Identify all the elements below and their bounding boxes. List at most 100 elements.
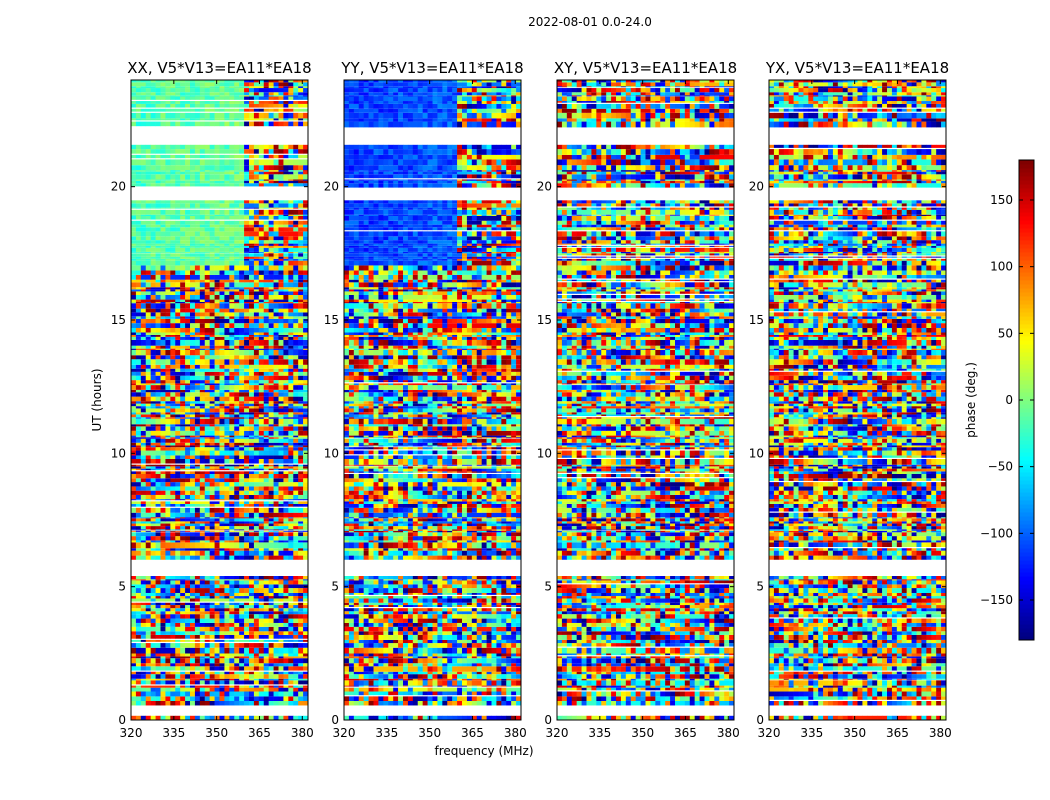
colorbar-segment [1019, 176, 1034, 181]
x-tick-label: 335 [800, 726, 823, 740]
figure-title: 2022-08-01 0.0-24.0 [528, 15, 652, 29]
colorbar-segment [1019, 352, 1034, 357]
x-tick-label: 350 [418, 726, 441, 740]
colorbar-segment [1019, 312, 1034, 317]
colorbar-segment [1019, 572, 1034, 577]
y-tick-label: 20 [537, 180, 552, 194]
colorbar-segment [1019, 368, 1034, 373]
colorbar-segment [1019, 168, 1034, 173]
colorbar-segment [1019, 436, 1034, 441]
colorbar-segment [1019, 528, 1034, 533]
colorbar-segment [1019, 320, 1034, 325]
panel-frame [556, 79, 735, 721]
colorbar-segment [1019, 272, 1034, 277]
colorbar-segment [1019, 536, 1034, 541]
colorbar-segment [1019, 548, 1034, 553]
colorbar-segment [1019, 332, 1034, 337]
colorbar-segment [1019, 456, 1034, 461]
colorbar-segment [1019, 624, 1034, 629]
colorbar-segment [1019, 440, 1034, 445]
x-tick-label: 365 [248, 726, 271, 740]
panel-frame [343, 79, 522, 721]
colorbar-tick-label: 150 [990, 193, 1013, 207]
colorbar-segment [1019, 296, 1034, 301]
y-tick-label: 0 [118, 713, 126, 727]
colorbar-segment [1019, 328, 1034, 333]
colorbar-segment [1019, 172, 1034, 177]
x-tick-label: 365 [461, 726, 484, 740]
y-tick-label: 15 [111, 313, 126, 327]
colorbar: 150 100 50 0 −50 −100 −150 [980, 159, 1035, 641]
y-tick-label: 5 [331, 580, 339, 594]
x-tick-label: 380 [717, 726, 740, 740]
panel-title: YY, V5*V13=EA11*EA18 [340, 59, 523, 77]
colorbar-segment [1019, 304, 1034, 309]
colorbar-segment [1019, 460, 1034, 465]
y-tick-label: 5 [756, 580, 764, 594]
y-tick-label: 10 [537, 446, 552, 460]
colorbar-segment [1019, 588, 1034, 593]
colorbar-segment [1019, 480, 1034, 485]
y-tick-label: 0 [544, 713, 552, 727]
colorbar-segment [1019, 344, 1034, 349]
x-tick-label: 320 [120, 726, 143, 740]
colorbar-segment [1019, 580, 1034, 585]
colorbar-segment [1019, 224, 1034, 229]
colorbar-segment [1019, 216, 1034, 221]
colorbar-segment [1019, 364, 1034, 369]
colorbar-segment [1019, 300, 1034, 305]
panel-title: YX, V5*V13=EA11*EA18 [765, 59, 949, 77]
colorbar-segment [1019, 188, 1034, 193]
x-tick-label: 350 [843, 726, 866, 740]
colorbar-segment [1019, 604, 1034, 609]
y-tick-label: 10 [324, 446, 339, 460]
colorbar-segment [1019, 412, 1034, 417]
colorbar-segment [1019, 472, 1034, 477]
colorbar-segment [1019, 448, 1034, 453]
colorbar-segment [1019, 516, 1034, 521]
y-tick-label: 0 [331, 713, 339, 727]
colorbar-segment [1019, 324, 1034, 329]
colorbar-segment [1019, 196, 1034, 201]
panel-yy: YY, V5*V13=EA11*EA18 320 335 350 365 380 0 5 10 1… [324, 59, 527, 740]
y-tick-label: 20 [111, 180, 126, 194]
panel-title: XY, V5*V13=EA11*EA18 [554, 59, 737, 77]
panel-frame [768, 79, 947, 721]
panel-yx: YX, V5*V13=EA11*EA18 320 335 350 365 380 0 5 10 1… [749, 59, 952, 740]
x-tick-label: 335 [162, 726, 185, 740]
colorbar-tick-label: 0 [1005, 393, 1013, 407]
colorbar-segment [1019, 276, 1034, 281]
colorbar-segment [1019, 404, 1034, 409]
colorbar-segment [1019, 220, 1034, 225]
colorbar-tick-label: 100 [990, 260, 1013, 274]
colorbar-segment [1019, 424, 1034, 429]
phase-image [344, 80, 521, 720]
colorbar-segment [1019, 524, 1034, 529]
colorbar-tick-label: −100 [980, 526, 1013, 540]
colorbar-segment [1019, 380, 1034, 385]
colorbar-segment [1019, 208, 1034, 213]
x-tick-label: 320 [758, 726, 781, 740]
colorbar-segment [1019, 340, 1034, 345]
colorbar-segment [1019, 356, 1034, 361]
phase-image [557, 80, 734, 720]
colorbar-segment [1019, 400, 1034, 405]
colorbar-segment [1019, 512, 1034, 517]
y-tick-label: 5 [544, 580, 552, 594]
colorbar-segment [1019, 244, 1034, 249]
colorbar-segment [1019, 432, 1034, 437]
colorbar-segment [1019, 620, 1034, 625]
colorbar-segment [1019, 552, 1034, 557]
colorbar-segment [1019, 584, 1034, 589]
colorbar-segment [1019, 496, 1034, 501]
colorbar-segment [1019, 308, 1034, 313]
colorbar-segment [1019, 600, 1034, 605]
colorbar-segment [1019, 228, 1034, 233]
x-tick-label: 365 [674, 726, 697, 740]
colorbar-segment [1019, 444, 1034, 449]
colorbar-segment [1019, 396, 1034, 401]
x-tick-label: 380 [504, 726, 527, 740]
y-tick-label: 10 [749, 446, 764, 460]
colorbar-segment [1019, 392, 1034, 397]
colorbar-segment [1019, 564, 1034, 569]
